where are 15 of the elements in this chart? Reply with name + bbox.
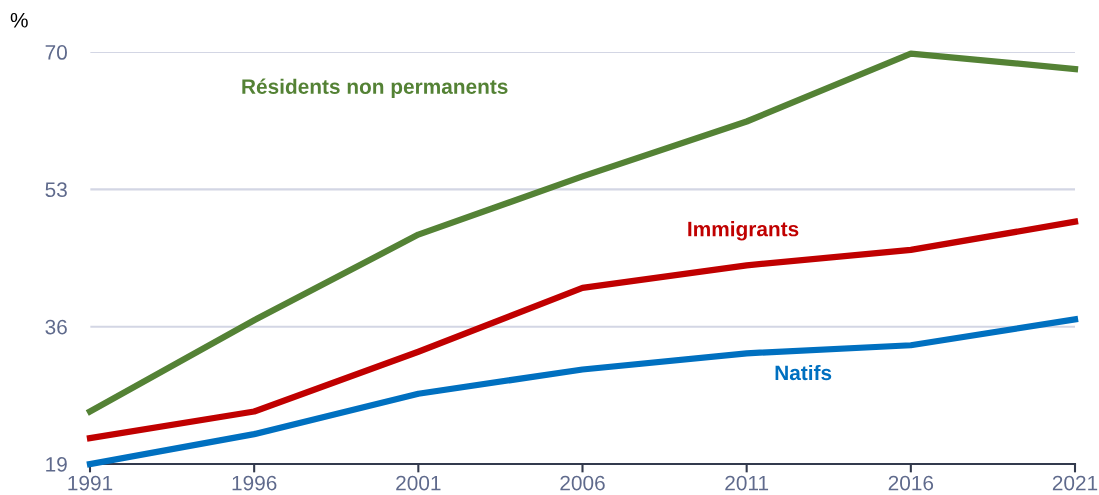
- y-tick-label: 19: [46, 457, 67, 472]
- series-label: Immigrants: [688, 221, 799, 241]
- x-tick-label: 1991: [68, 475, 113, 491]
- y-tick-label: 53: [45, 182, 67, 198]
- series-label: Natifs: [775, 364, 832, 381]
- x-tick-label: 2006: [560, 475, 605, 491]
- x-tick-label: 2011: [725, 475, 769, 491]
- y-tick-label: 36: [45, 319, 67, 335]
- text: Résidents non permanents: [242, 78, 508, 99]
- x-tick-label: 1996: [232, 475, 277, 491]
- y-tick-label: 70: [45, 45, 67, 60]
- x-tick-label: 2021: [1052, 475, 1098, 491]
- x-tick-label: 2016: [888, 475, 934, 491]
- x-tick-label: 2001: [396, 475, 441, 491]
- y-axis-title: %: [10, 12, 28, 28]
